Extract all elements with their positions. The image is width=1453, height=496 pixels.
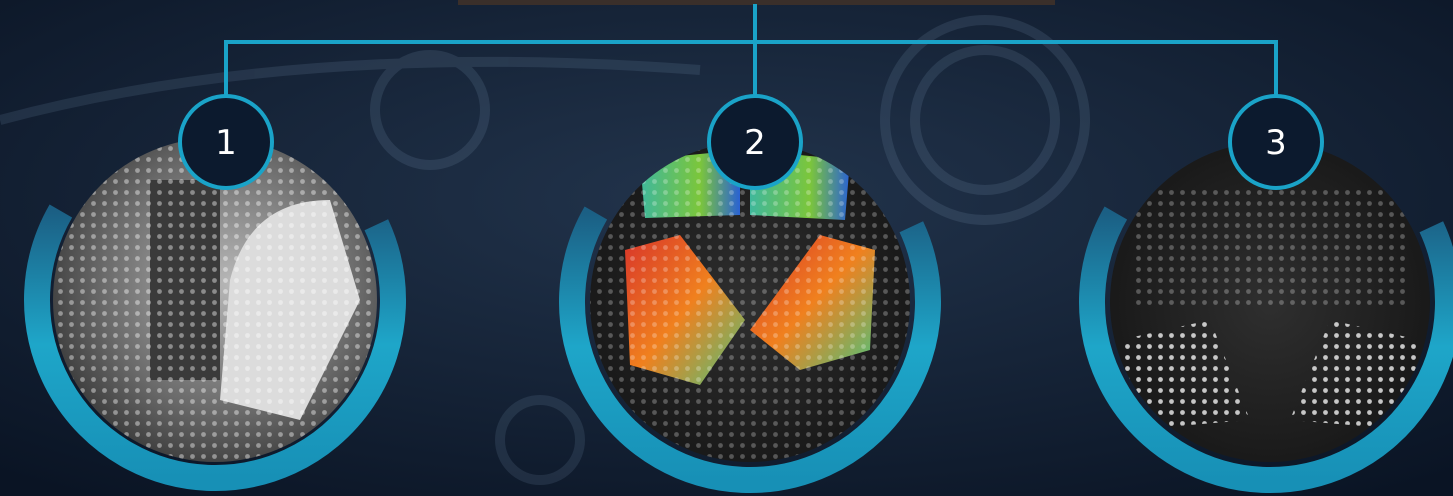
- badge-2: 2: [709, 96, 801, 188]
- step-number: 3: [1265, 123, 1287, 163]
- step-number: 2: [744, 123, 766, 163]
- step-number: 1: [215, 123, 237, 163]
- page: 1 2 3 (() => { const data = JSON.parse(d…: [0, 0, 1453, 496]
- badge-3: 3: [1230, 96, 1322, 188]
- diagram: 1 2 3: [0, 0, 1453, 496]
- badge-1: 1: [180, 96, 272, 188]
